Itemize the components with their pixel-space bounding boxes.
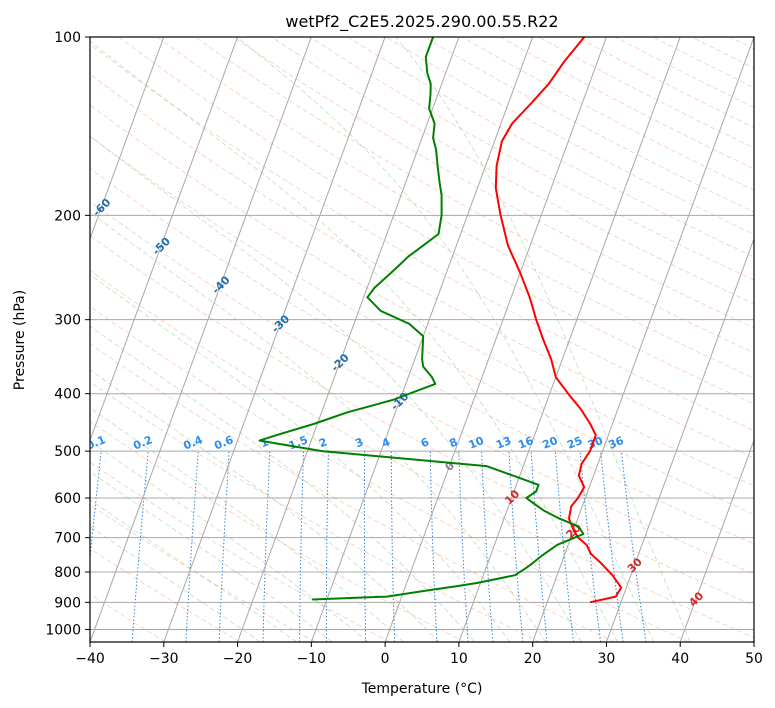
mixing-ratio-line [185, 451, 199, 642]
isotherm [90, 37, 239, 442]
mixing-ratio-label: 20 [541, 434, 560, 452]
y-tick-label: 1000 [45, 622, 81, 638]
mixing-ratio-label: 25 [565, 434, 584, 452]
y-tick-label: 700 [54, 531, 81, 547]
dry-adiabat [90, 43, 754, 432]
mixing-ratio-line [429, 451, 438, 642]
isotherm [605, 237, 754, 642]
moist-adiabat [90, 407, 404, 642]
moist-adiabat [90, 273, 511, 642]
isotherm [458, 37, 681, 642]
x-tick-label: 50 [745, 651, 763, 667]
mixing-ratio-label: 3 [353, 435, 365, 450]
mixing-ratio-label: 13 [494, 434, 513, 452]
dry-adiabat [118, 37, 754, 405]
y-tick-label: 500 [54, 444, 81, 460]
mixing-ratio-line [325, 451, 329, 642]
mixing-ratio-label: 10 [467, 434, 486, 452]
dry-adiabat [90, 548, 241, 642]
x-tick-label: 0 [381, 651, 390, 667]
y-axis: 100 200 300 400 500 600 700 800 900 1000 [45, 30, 90, 638]
y-tick-label: 600 [54, 491, 81, 507]
chart-title: wetPf2_C2E5.2025.290.00.55.R22 [285, 12, 558, 32]
moist-adiabat [90, 40, 618, 642]
mixing-ratio-line [530, 451, 548, 642]
dry-adiabat [90, 504, 316, 642]
moist-adiabat [90, 471, 333, 642]
dry-adiabat [90, 343, 615, 642]
y-tick-label: 900 [54, 595, 81, 611]
dry-adiabat [90, 201, 754, 575]
mixing-ratio-line [508, 451, 524, 642]
isotherm [384, 37, 607, 642]
isotherm [90, 37, 165, 241]
dry-adiabat [156, 37, 754, 379]
isotherm [532, 37, 754, 642]
moist-adiabat [90, 325, 475, 642]
x-axis-label: Temperature (°C) [361, 681, 483, 697]
x-tick-label: 20 [524, 651, 542, 667]
dry-adiabat [90, 421, 465, 642]
moist-adiabat [90, 369, 440, 642]
moist-adiabat [395, 37, 691, 642]
dry-adiabat [194, 37, 754, 354]
moist-adiabat [90, 499, 297, 642]
isotherm [237, 37, 460, 642]
plot-frame [89, 36, 755, 643]
mixing-ratio-label: 8 [448, 435, 460, 450]
x-tick-label: 10 [450, 651, 468, 667]
x-tick-label: −30 [149, 651, 179, 667]
isotherm [310, 37, 534, 642]
dry-adiabat [90, 235, 754, 606]
data-series [258, 37, 623, 604]
isotherm [90, 37, 312, 642]
mixing-ratio-line [90, 451, 102, 563]
x-tick-label: −20 [223, 651, 253, 667]
mixing-ratio-line [390, 451, 396, 642]
x-tick-label: −40 [75, 651, 105, 667]
y-tick-label: 400 [54, 387, 81, 403]
isotherm [679, 438, 754, 642]
mixing-ratio-line [458, 451, 469, 642]
dry-adiabat [90, 135, 754, 515]
mixing-ratio-line [218, 451, 230, 642]
temperature-line [494, 37, 623, 604]
y-tick-label: 200 [54, 208, 81, 224]
y-tick-label: 100 [54, 30, 81, 46]
y-axis-label: Pressure (hPa) [12, 290, 28, 390]
isotherm [163, 37, 386, 642]
mixing-ratio-line [299, 451, 305, 642]
background-lines [90, 37, 754, 642]
mixing-ratio-label: 2 [317, 435, 329, 450]
moist-adiabat [90, 135, 582, 642]
dry-adiabat [90, 461, 391, 642]
dewpoint-line [258, 37, 585, 601]
x-tick-label: −10 [297, 651, 327, 667]
moist-adiabat [90, 440, 369, 642]
y-tick-label: 800 [54, 565, 81, 581]
mixing-ratio-line [363, 451, 367, 642]
mixing-ratio-label: 36 [607, 434, 626, 452]
moist-adiabat [90, 211, 547, 642]
mixing-ratio-label: 1 [259, 435, 271, 450]
mixing-ratio-line [262, 451, 271, 642]
mixing-ratio-label: 16 [516, 434, 535, 452]
moist-adiabat [236, 37, 655, 642]
dry-adiabat [90, 270, 754, 639]
dry-adiabat [90, 167, 754, 545]
mixing-ratio-line [554, 451, 574, 642]
y-tick-label: 300 [54, 313, 81, 329]
grid [90, 37, 754, 642]
x-axis: −40 −30 −20 −10 0 10 20 30 40 50 [75, 642, 763, 667]
x-tick-label: 40 [671, 651, 689, 667]
x-tick-label: 30 [598, 651, 616, 667]
